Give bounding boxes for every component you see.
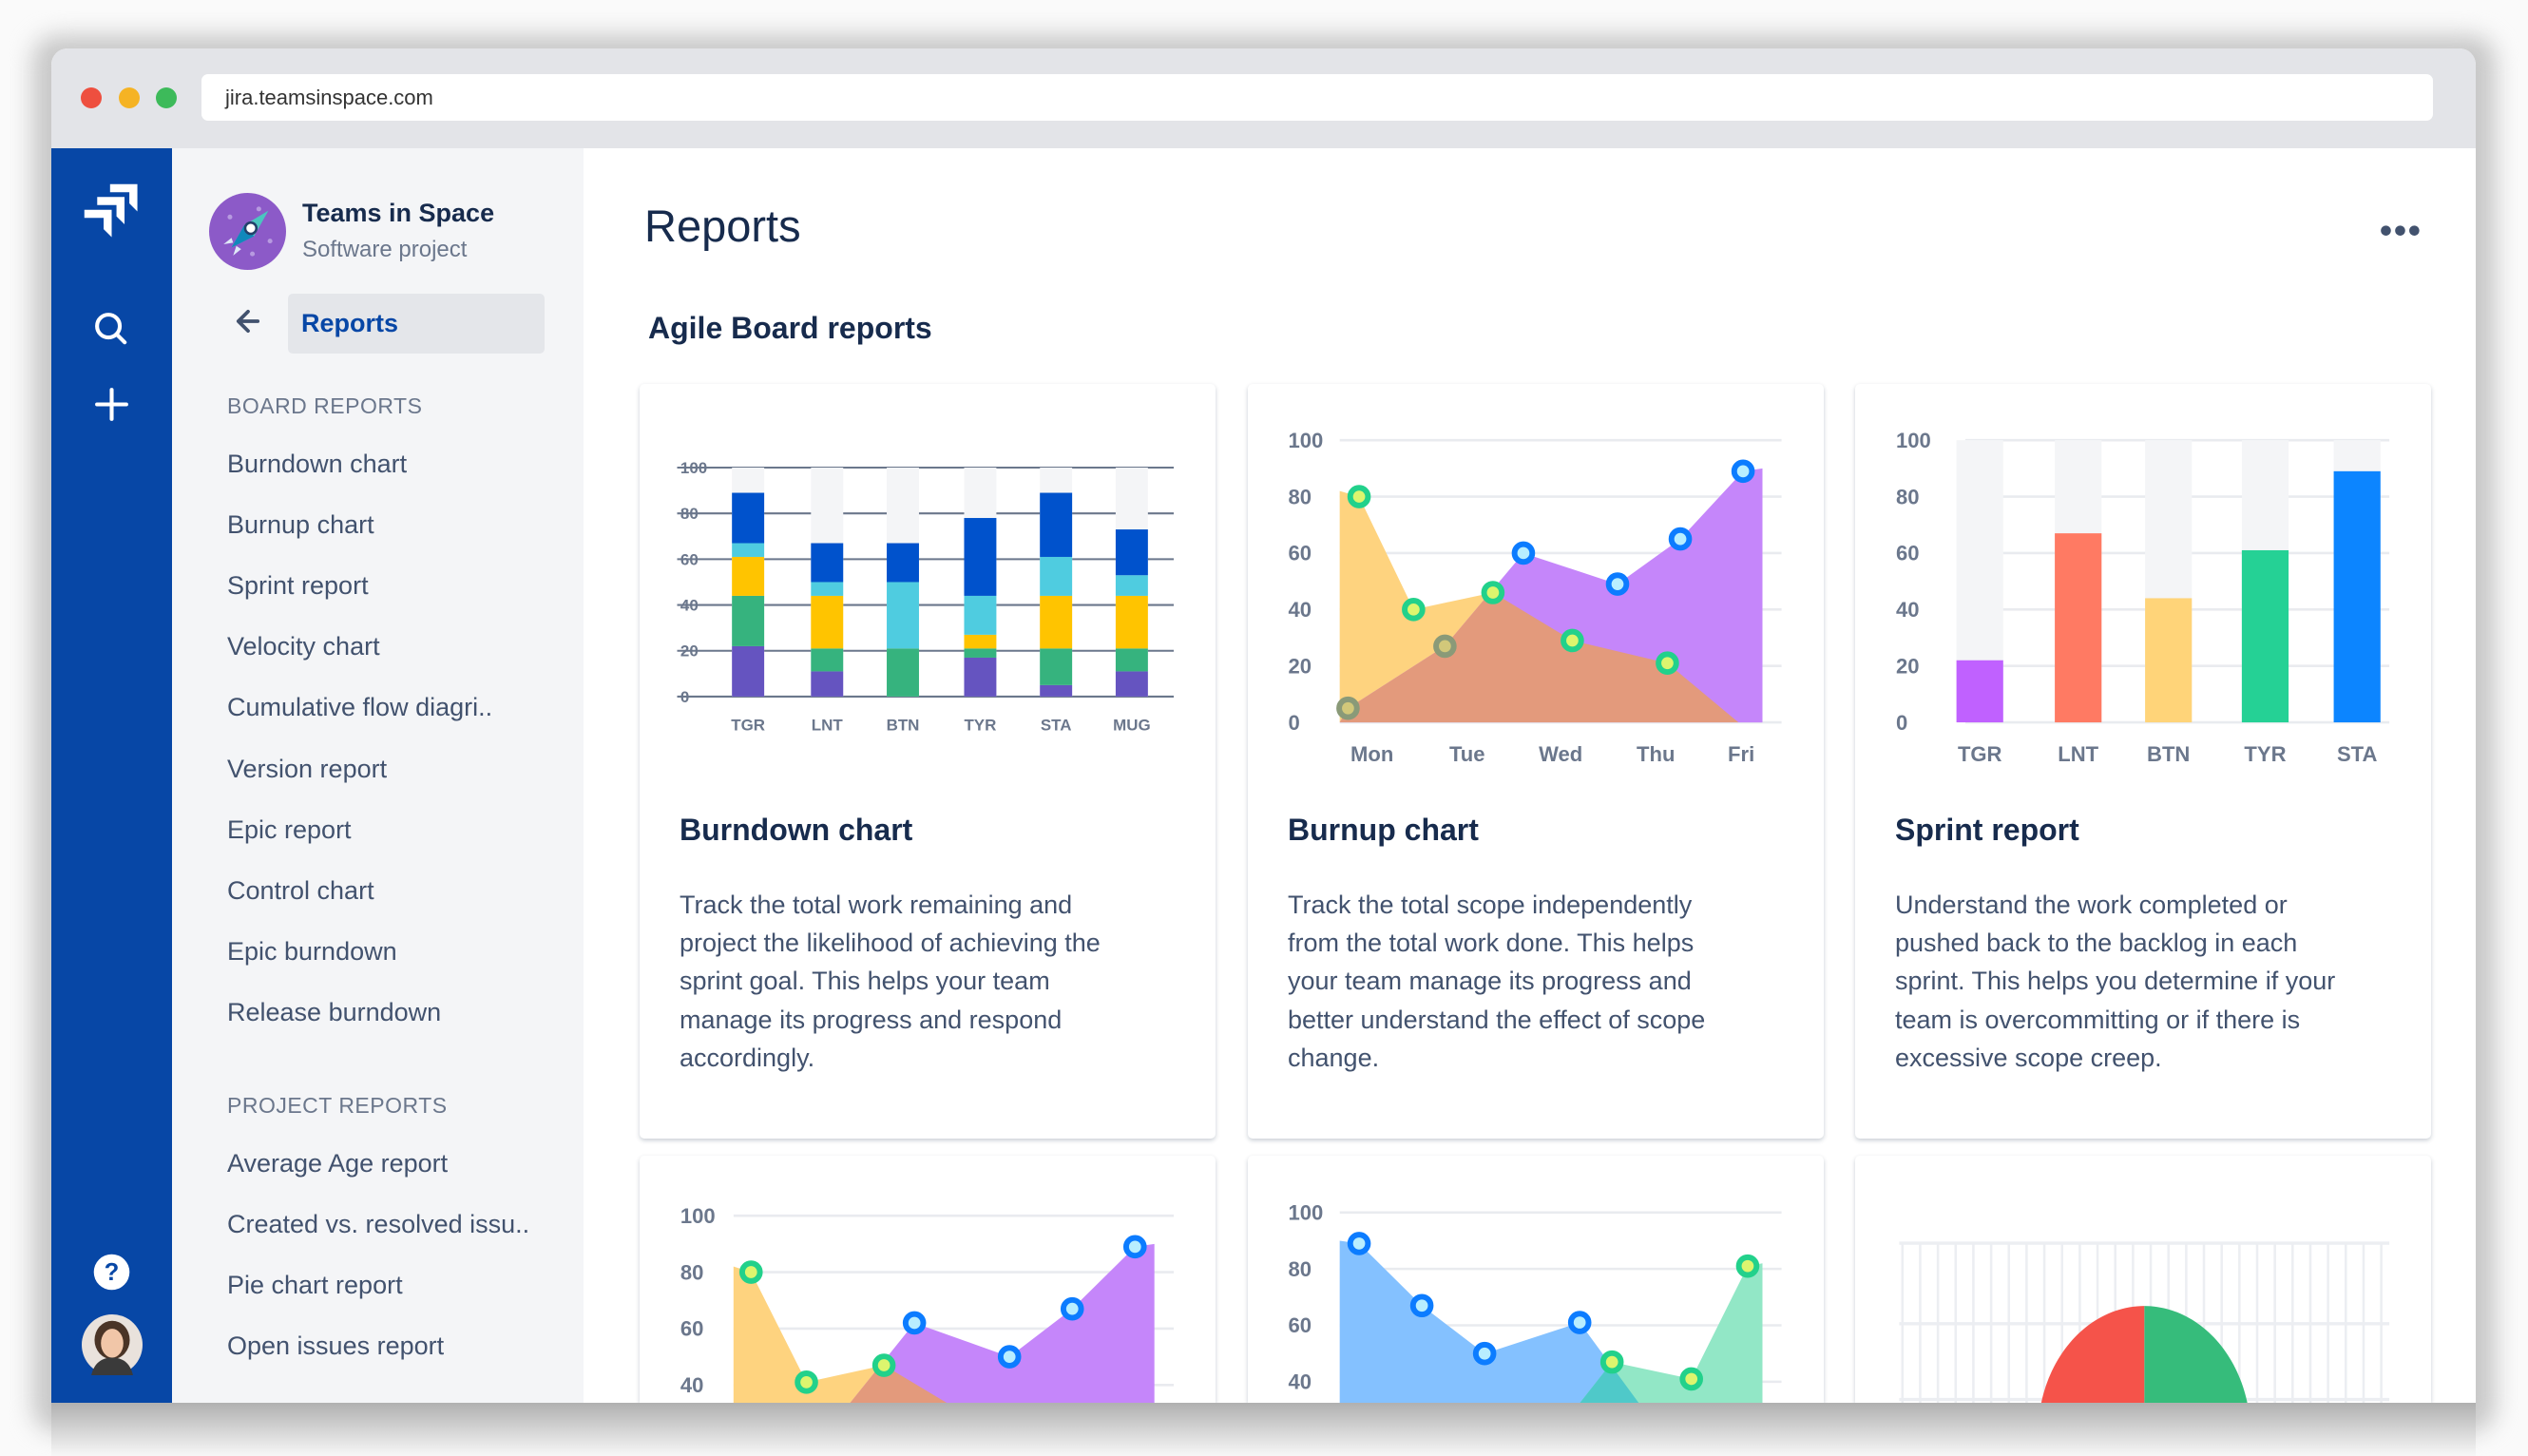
description-line: sprint. This helps you determine if your — [1895, 967, 2336, 996]
description-line: better understand the effect of scope — [1288, 1005, 1706, 1034]
sidebar-item-project-report[interactable]: Open issues report — [227, 1331, 445, 1361]
project-type: Software project — [302, 237, 468, 262]
description-line: team is overcommitting or if there is — [1895, 1005, 2301, 1034]
project-reports-header: PROJECT REPORTS — [227, 1093, 448, 1118]
sidebar-item-board-report[interactable]: Burnup chart — [227, 510, 374, 540]
description-line: Track the total scope independently — [1288, 891, 1693, 919]
description-line: manage its progress and respond — [680, 1005, 1063, 1034]
global-navigation: ? — [51, 148, 172, 1403]
sidebar-item-board-report[interactable]: Burndown chart — [227, 450, 408, 478]
more-options-button[interactable]: ••• — [2380, 211, 2423, 250]
sidebar-item-project-report[interactable]: Pie chart report — [227, 1271, 403, 1300]
description-line: pushed back to the backlog in each — [1895, 929, 2298, 958]
project-name[interactable]: Teams in Space — [302, 199, 495, 227]
sidebar-item-board-report[interactable]: Velocity chart — [227, 632, 380, 661]
sidebar-item-reports-active[interactable]: Reports — [288, 294, 545, 354]
back-arrow-icon[interactable] — [232, 305, 264, 342]
description-line: from the total work done. This helps — [1288, 929, 1695, 958]
jira-logo-icon[interactable] — [51, 178, 172, 245]
sidebar-item-project-report[interactable]: Average Age report — [227, 1149, 449, 1178]
report-card[interactable] — [1855, 1156, 2431, 1403]
sidebar-item-board-report[interactable]: Control chart — [227, 875, 374, 905]
description-line: Understand the work completed or — [1895, 891, 2288, 919]
report-card-title[interactable]: Burndown chart — [680, 813, 913, 847]
description-line: accordingly. — [680, 1043, 815, 1072]
minimize-window-button[interactable] — [119, 87, 140, 108]
browser-titlebar: jira.teamsinspace.com — [51, 48, 2476, 148]
report-card-title[interactable]: Burnup chart — [1288, 813, 1479, 847]
section-title: Agile Board reports — [648, 311, 932, 345]
window-bottom-shadow — [51, 1403, 2476, 1456]
page-title: Reports — [644, 201, 801, 251]
report-card-description: Track the total scope independently from … — [1288, 886, 1705, 1077]
report-card[interactable] — [640, 1156, 1216, 1403]
sidebar-item-board-report[interactable]: Cumulative flow diagri.. — [227, 693, 493, 722]
plus-icon[interactable] — [51, 385, 172, 424]
description-line: Track the total work remaining and — [680, 891, 1073, 919]
sidebar-item-board-report[interactable]: Version report — [227, 754, 388, 783]
sidebar-item-board-report[interactable]: Sprint report — [227, 571, 369, 601]
report-card[interactable]: Sprint report Understand the work complet… — [1855, 384, 2431, 1139]
description-line: project the likelihood of achieving the — [680, 929, 1101, 958]
main-content: Reports ••• Agile Board reports Burndown… — [584, 148, 2476, 1403]
browser-window: jira.teamsinspace.com ? Teams in Sp — [51, 48, 2476, 1403]
search-icon[interactable] — [51, 310, 172, 349]
report-card[interactable] — [1248, 1156, 1824, 1403]
description-line: your team manage its progress and — [1288, 967, 1692, 996]
report-card-description: Track the total work remaining and projec… — [680, 886, 1101, 1077]
description-line: change. — [1288, 1043, 1380, 1072]
svg-text:?: ? — [105, 1259, 120, 1286]
sidebar-item-project-report[interactable]: Created vs. resolved issu.. — [227, 1210, 530, 1239]
sidebar-item-board-report[interactable]: Release burndown — [227, 997, 442, 1026]
user-avatar[interactable] — [51, 1314, 172, 1375]
sidebar-item-board-report[interactable]: Epic burndown — [227, 936, 397, 966]
report-card-description: Understand the work completed or pushed b… — [1895, 886, 2335, 1077]
description-line: sprint goal. This helps your team — [680, 967, 1050, 996]
address-bar[interactable]: jira.teamsinspace.com — [201, 74, 2433, 121]
sidebar-item-board-report[interactable]: Epic report — [227, 814, 352, 844]
report-card[interactable]: Burnup chart Track the total scope indepe… — [1248, 384, 1824, 1139]
project-avatar[interactable] — [209, 193, 286, 275]
description-line: excessive scope creep. — [1895, 1043, 2162, 1072]
maximize-window-button[interactable] — [156, 87, 177, 108]
project-sidebar: Teams in Space Software project Reports … — [172, 148, 584, 1403]
report-card-title[interactable]: Sprint report — [1895, 813, 2079, 847]
report-card[interactable]: Burndown chart Track the total work remai… — [640, 384, 1216, 1139]
board-reports-header: BOARD REPORTS — [227, 393, 423, 418]
help-icon[interactable]: ? — [51, 1253, 172, 1292]
close-window-button[interactable] — [81, 87, 102, 108]
